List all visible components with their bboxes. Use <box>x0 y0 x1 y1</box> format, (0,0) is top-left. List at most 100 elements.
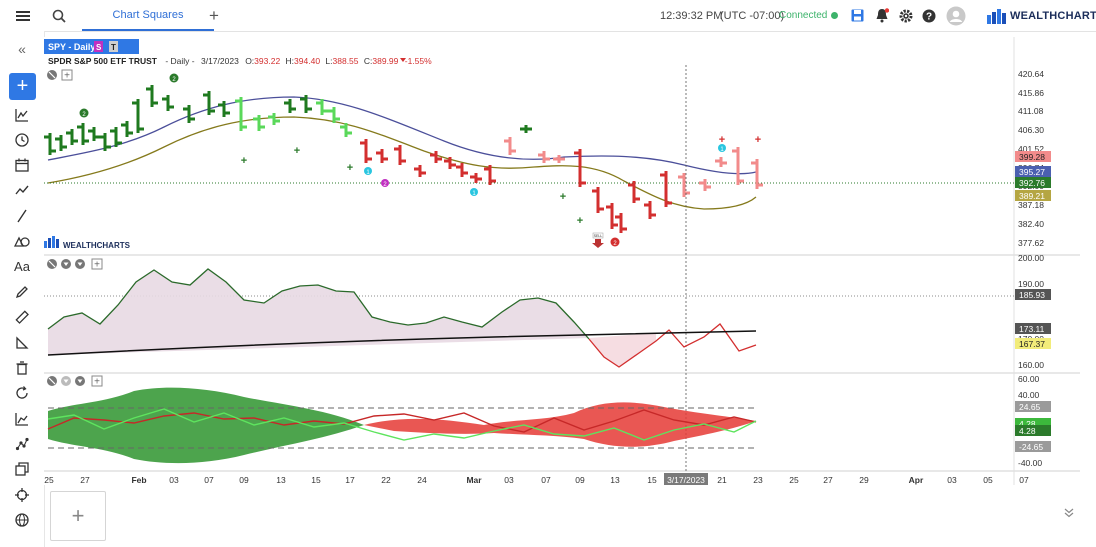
settings-icon[interactable] <box>899 0 913 31</box>
price-bar[interactable] <box>77 123 89 145</box>
alerts-icon[interactable] <box>875 0 889 31</box>
text-icon[interactable]: Aa <box>14 258 30 274</box>
price-bar[interactable] <box>268 113 280 125</box>
signal-two-left[interactable] <box>79 108 89 118</box>
panel-add-icon[interactable] <box>61 69 73 81</box>
price-bar[interactable] <box>715 157 727 167</box>
price-tag[interactable] <box>1015 401 1051 412</box>
price-bar[interactable] <box>470 173 482 183</box>
price-tag[interactable] <box>1015 177 1051 188</box>
sell-badge[interactable] <box>592 232 604 239</box>
price-bar[interactable] <box>55 135 67 151</box>
layers-icon[interactable] <box>8 457 36 481</box>
osc1-signal-line[interactable] <box>47 330 757 356</box>
osc2-add-icon[interactable] <box>91 375 103 387</box>
price-bar[interactable] <box>110 127 122 147</box>
price-bar[interactable] <box>183 105 195 123</box>
add-layout-button[interactable]: + <box>50 491 106 541</box>
ma-olive-line[interactable] <box>47 116 757 210</box>
menu-icon[interactable] <box>16 0 30 31</box>
save-icon[interactable] <box>851 0 864 31</box>
price-tag[interactable] <box>1015 441 1051 452</box>
price-tag[interactable] <box>1015 190 1051 201</box>
collapse-icon[interactable]: « <box>18 41 26 57</box>
price-bar[interactable] <box>162 95 174 111</box>
globe-icon[interactable] <box>8 508 36 532</box>
price-bar[interactable] <box>146 85 158 107</box>
clock-icon[interactable] <box>8 128 36 152</box>
price-bar[interactable] <box>328 107 340 123</box>
signal-one-cyan-3[interactable] <box>718 144 726 152</box>
price-bar[interactable] <box>414 165 426 177</box>
price-bar[interactable] <box>444 157 456 169</box>
timezone-label[interactable]: (UTC -07:00) <box>720 9 785 22</box>
price-bar[interactable] <box>284 99 296 113</box>
price-bar[interactable] <box>606 203 618 229</box>
chevron-down-icon[interactable] <box>1064 507 1074 521</box>
price-bar[interactable] <box>360 139 372 163</box>
price-bar[interactable] <box>751 159 763 189</box>
price-bar[interactable] <box>235 97 247 131</box>
chart-canvas[interactable]: SPY - Daily S T SPDR S&P 500 ETF TRUST -… <box>44 37 1080 485</box>
signal-one-cyan-1[interactable] <box>364 167 372 175</box>
signal-two-top[interactable] <box>169 73 179 83</box>
signal-one-cyan-2[interactable] <box>470 188 478 196</box>
price-tag[interactable] <box>1015 418 1051 429</box>
price-bar[interactable] <box>253 115 265 131</box>
price-tag[interactable] <box>1015 338 1051 349</box>
badge-s[interactable] <box>94 41 103 52</box>
ruler-icon[interactable] <box>8 305 36 329</box>
price-tag[interactable] <box>1015 151 1051 162</box>
search-icon[interactable] <box>52 0 66 31</box>
measure-icon[interactable] <box>8 331 36 355</box>
osc1-line-red[interactable] <box>588 323 757 368</box>
crosshair-icon[interactable] <box>8 483 36 507</box>
price-bar[interactable] <box>732 147 744 185</box>
badge-t[interactable] <box>109 41 118 52</box>
price-bar[interactable] <box>99 133 111 151</box>
price-bar[interactable] <box>553 155 565 163</box>
price-bar[interactable] <box>660 171 672 207</box>
trash-icon[interactable] <box>8 356 36 380</box>
price-bar[interactable] <box>132 99 144 133</box>
calendar-icon[interactable] <box>8 153 36 177</box>
price-bar[interactable] <box>699 179 711 191</box>
user-avatar-icon[interactable] <box>946 0 966 31</box>
price-tag[interactable] <box>1015 323 1051 334</box>
price-bar[interactable] <box>592 187 604 213</box>
price-bar[interactable] <box>300 95 312 113</box>
add-icon[interactable]: + <box>9 73 36 100</box>
price-bar[interactable] <box>538 151 550 163</box>
sync-icon[interactable] <box>8 381 36 405</box>
price-tag[interactable] <box>1015 166 1051 177</box>
price-bar[interactable] <box>218 101 230 117</box>
chart-area[interactable]: SPY - Daily S T SPDR S&P 500 ETF TRUST -… <box>44 37 1080 485</box>
price-bar[interactable] <box>66 129 78 145</box>
price-tag[interactable] <box>1015 425 1051 436</box>
price-bar[interactable] <box>520 125 532 133</box>
price-bar[interactable] <box>203 91 215 115</box>
osc1-add-icon[interactable] <box>91 258 103 270</box>
signal-two-magenta[interactable] <box>381 179 389 187</box>
add-tab-icon[interactable]: + <box>209 5 219 25</box>
help-icon[interactable]: ? <box>922 0 936 31</box>
line-icon[interactable] <box>8 204 36 228</box>
price-bar[interactable] <box>394 145 406 165</box>
pencil-icon[interactable] <box>8 280 36 304</box>
chart-icon[interactable] <box>8 407 36 431</box>
price-bar[interactable] <box>340 123 352 137</box>
tab-chart-squares[interactable]: Chart Squares <box>82 0 214 31</box>
indicators-icon[interactable] <box>8 103 36 127</box>
price-bar[interactable] <box>44 133 56 155</box>
price-bar[interactable] <box>376 149 388 163</box>
price-bar[interactable] <box>678 173 690 197</box>
signal-two-red[interactable] <box>610 237 620 247</box>
osc2-red-line[interactable] <box>47 409 757 433</box>
price-bar[interactable] <box>430 151 442 163</box>
shapes-icon[interactable] <box>8 229 36 253</box>
ma-blue-line[interactable] <box>47 96 757 175</box>
price-bar[interactable] <box>484 165 496 185</box>
price-tag[interactable] <box>1015 289 1051 300</box>
osc1-line-green[interactable] <box>47 268 590 340</box>
price-bar[interactable] <box>628 181 640 203</box>
